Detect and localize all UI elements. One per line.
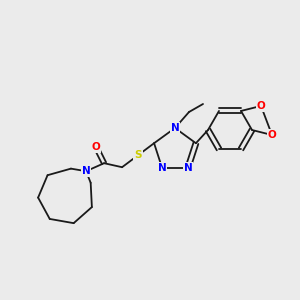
Text: N: N [82,166,91,176]
Text: N: N [171,123,179,133]
Text: N: N [158,163,167,173]
Text: O: O [268,130,276,140]
Text: N: N [184,163,192,173]
Text: S: S [134,150,142,160]
Text: O: O [256,101,266,111]
Text: O: O [92,142,100,152]
